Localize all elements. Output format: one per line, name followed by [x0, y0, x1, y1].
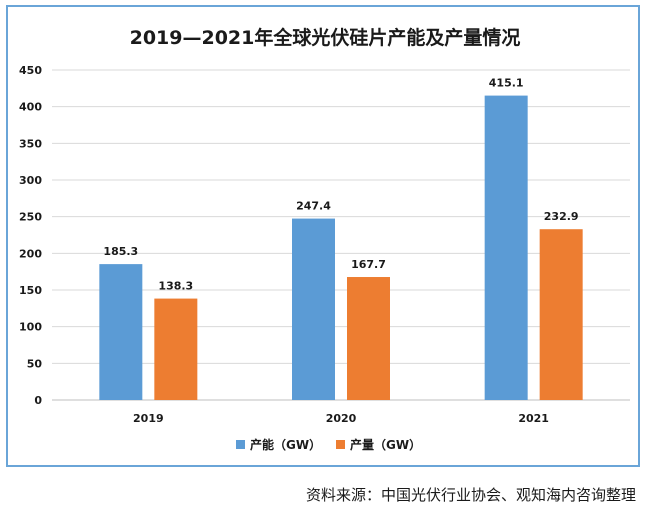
y-tick-label: 400 [19, 101, 42, 114]
bar-chart: 0 50 100 150 200 250 300 350 400 450 185.3 138.3 201… [19, 64, 630, 452]
legend-swatch [236, 440, 245, 449]
x-tick-label: 2019 [133, 412, 164, 425]
chart-frame: 2019—2021年全球光伏硅片产能及产量情况 0 50 100 150 200 250 3… [6, 5, 640, 467]
y-tick-label: 450 [19, 64, 42, 77]
bar [484, 95, 528, 401]
y-tick-label: 300 [19, 174, 42, 187]
bar [539, 229, 583, 400]
legend-label: 产能（GW） [250, 437, 321, 452]
y-tick-label: 250 [19, 211, 42, 224]
bar [154, 298, 198, 400]
legend-label: 产量（GW） [350, 437, 421, 452]
data-label: 415.1 [489, 77, 524, 90]
data-label: 185.3 [103, 245, 138, 258]
y-tick-label: 0 [34, 394, 42, 407]
legend-swatch [336, 440, 345, 449]
data-label: 138.3 [158, 280, 193, 293]
bar [292, 218, 335, 400]
x-tick-label: 2021 [518, 412, 549, 425]
y-tick-label: 150 [19, 284, 42, 297]
data-label: 232.9 [544, 210, 579, 223]
x-tick-label: 2020 [326, 412, 357, 425]
y-tick-label: 50 [27, 357, 43, 370]
chart-title: 2019—2021年全球光伏硅片产能及产量情况 [129, 27, 521, 49]
y-tick-label: 100 [19, 321, 42, 334]
bar [99, 264, 143, 400]
y-tick-label: 200 [19, 247, 42, 260]
y-tick-label: 350 [19, 137, 42, 150]
bar [347, 277, 390, 400]
data-label: 247.4 [296, 200, 331, 213]
source-note: 资料来源：中国光伏行业协会、观知海内咨询整理 [305, 486, 636, 504]
data-label: 167.7 [351, 258, 386, 271]
